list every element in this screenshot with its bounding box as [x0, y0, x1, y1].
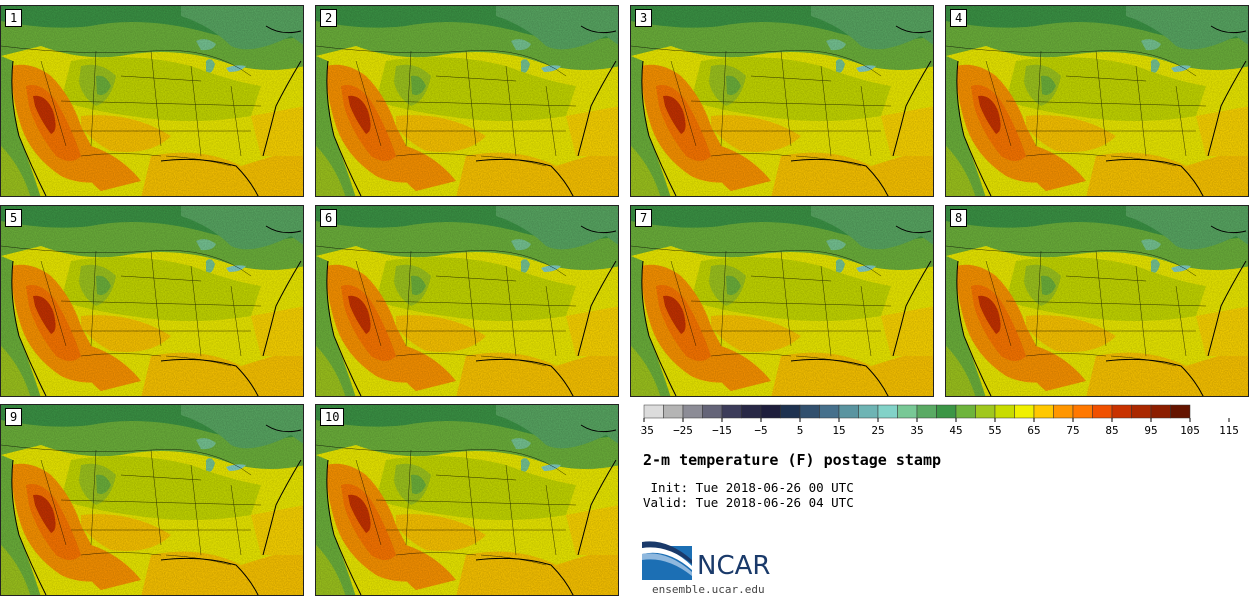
- colorbar-swatch: [721, 404, 742, 419]
- temperature-map: [631, 206, 934, 397]
- panel-number: 10: [320, 408, 345, 426]
- logo-wordmark: NCAR: [697, 551, 771, 581]
- colorbar-swatch: [1014, 404, 1035, 419]
- colorbar-swatch: [877, 404, 898, 419]
- colorbar-tick-label: 15: [832, 424, 845, 437]
- colorbar-swatch: [741, 404, 762, 419]
- colorbar-swatch: [780, 404, 801, 419]
- colorbar-swatch: [1170, 404, 1191, 419]
- temperature-map: [316, 206, 619, 397]
- temperature-map: [1, 206, 304, 397]
- map-panel-1: 1: [0, 5, 304, 197]
- ncar-logo: [642, 541, 692, 580]
- colorbar-tick-label: −15: [712, 424, 732, 437]
- map-panel-3: 3: [630, 5, 934, 197]
- temperature-map: [631, 6, 934, 197]
- colorbar-tick-label: 35: [910, 424, 923, 437]
- colorbar-tick-label: 55: [988, 424, 1001, 437]
- chart-title: 2-m temperature (F) postage stamp: [643, 451, 942, 469]
- panel-number: 6: [320, 209, 338, 227]
- colorbar-swatch: [975, 404, 996, 419]
- panel-number: 5: [5, 209, 23, 227]
- colorbar-swatch: [1131, 404, 1152, 419]
- colorbar-tick-label: 95: [1144, 424, 1157, 437]
- colorbar-swatch: [858, 404, 879, 419]
- colorbar-swatch: [994, 404, 1015, 419]
- colorbar-swatch: [663, 404, 684, 419]
- temperature-map: [1, 6, 304, 197]
- colorbar-tick-label: −25: [673, 424, 693, 437]
- colorbar-tick-label: −35: [640, 424, 654, 437]
- panel-number: 4: [950, 9, 968, 27]
- site-url[interactable]: ensemble.ucar.edu: [652, 583, 765, 596]
- map-panel-5: 5: [0, 205, 304, 397]
- temperature-map: [946, 6, 1249, 197]
- temperature-map: [946, 206, 1249, 397]
- temperature-colorbar: −35 −25 −15 −5 5 15 25 35 45 55 65 75 85 95 105 115: [640, 404, 1239, 437]
- colorbar-swatch: [643, 404, 664, 419]
- colorbar-tick-label: 75: [1066, 424, 1079, 437]
- colorbar-tick-label: 65: [1027, 424, 1040, 437]
- colorbar-swatch: [916, 404, 937, 419]
- colorbar-tick-label: 45: [949, 424, 962, 437]
- colorbar-swatch: [819, 404, 840, 419]
- init-time: Init: Tue 2018-06-26 00 UTC: [643, 480, 854, 495]
- temperature-map: [316, 6, 619, 197]
- colorbar-swatch: [1092, 404, 1113, 419]
- colorbar-tick-label: 105: [1180, 424, 1200, 437]
- colorbar-swatch: [936, 404, 957, 419]
- colorbar-swatch: [1033, 404, 1054, 419]
- map-panel-9: 9: [0, 404, 304, 596]
- panel-number: 2: [320, 9, 338, 27]
- colorbar-swatch: [955, 404, 976, 419]
- colorbar-tick-label: 5: [797, 424, 804, 437]
- colorbar-swatch: [1111, 404, 1132, 419]
- colorbar-swatch: [760, 404, 781, 419]
- map-panel-6: 6: [315, 205, 619, 397]
- temperature-map: [1, 405, 304, 596]
- colorbar-tick-label: −5: [754, 424, 767, 437]
- map-panel-2: 2: [315, 5, 619, 197]
- colorbar-swatch: [799, 404, 820, 419]
- map-panel-4: 4: [945, 5, 1249, 197]
- colorbar-tick-label: 115: [1219, 424, 1239, 437]
- map-panel-8: 8: [945, 205, 1249, 397]
- valid-time: Valid: Tue 2018-06-26 04 UTC: [643, 495, 854, 510]
- colorbar-swatch: [838, 404, 859, 419]
- temperature-map: [316, 405, 619, 596]
- map-panel-7: 7: [630, 205, 934, 397]
- colorbar-tick-label: 85: [1105, 424, 1118, 437]
- colorbar-swatch: [682, 404, 703, 419]
- colorbar-swatch: [1072, 404, 1093, 419]
- colorbar-swatch: [702, 404, 723, 419]
- map-panel-10: 10: [315, 404, 619, 596]
- panel-number: 7: [635, 209, 653, 227]
- colorbar-swatch: [1053, 404, 1074, 419]
- panel-number: 8: [950, 209, 968, 227]
- colorbar-swatch: [1150, 404, 1171, 419]
- panel-number: 9: [5, 408, 23, 426]
- panel-number: 3: [635, 9, 653, 27]
- colorbar-swatch: [897, 404, 918, 419]
- run-info: Init: Tue 2018-06-26 00 UTC Valid: Tue 2…: [643, 480, 854, 510]
- colorbar-tick-label: 25: [871, 424, 884, 437]
- panel-number: 1: [5, 9, 23, 27]
